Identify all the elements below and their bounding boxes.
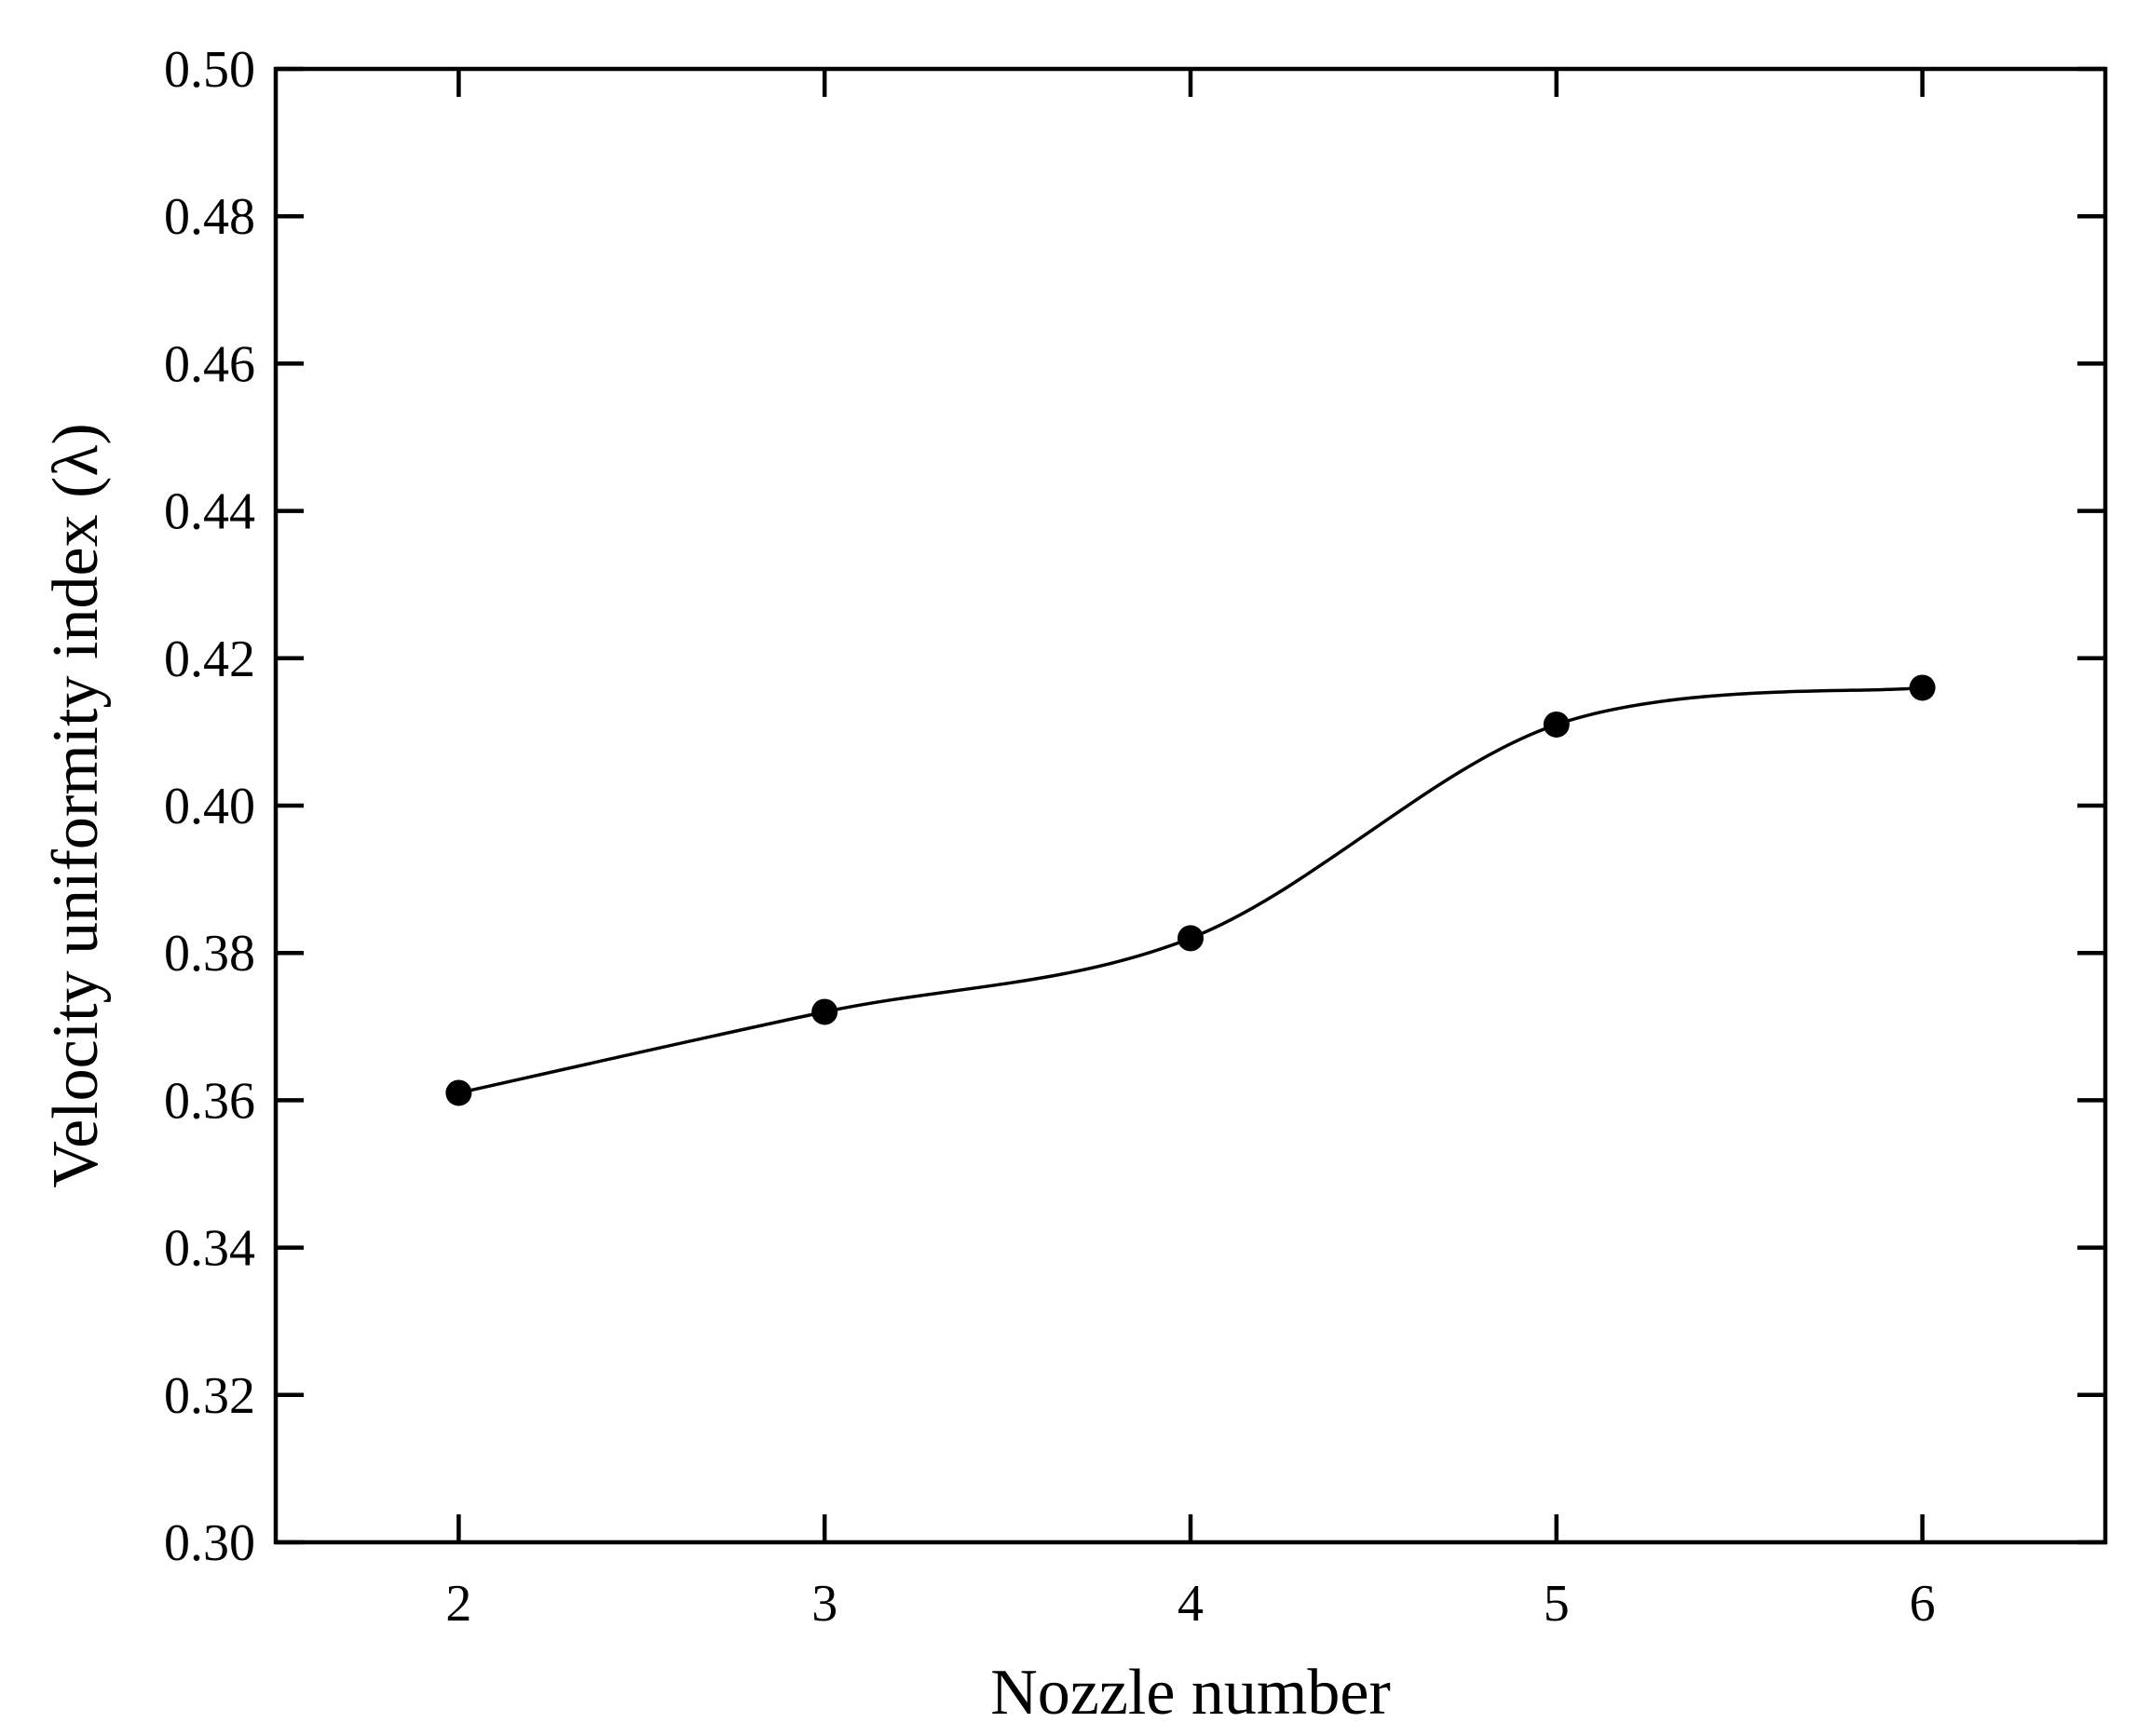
- x-axis-title: Nozzle number: [990, 1657, 1391, 1729]
- plot-frame: [273, 66, 2108, 1545]
- y-tick-label: 0.42: [164, 631, 255, 688]
- x-tick-label: 2: [445, 1575, 471, 1633]
- x-tick-label: 6: [1910, 1575, 1936, 1633]
- y-tick-label: 0.38: [164, 925, 255, 983]
- y-axis-title: Velocity uniformity index (λ): [40, 423, 112, 1187]
- y-ticks: 0.30 0.32 0.34 0.36 0.38 0.40 0.42 0.44 0.46 0.48…: [164, 41, 2105, 1572]
- data-point: [445, 1079, 472, 1106]
- y-tick-label: 0.48: [164, 188, 255, 246]
- data-point: [811, 998, 838, 1025]
- data-point: [1177, 925, 1204, 952]
- x-ticks: 2 3 4 5 6: [445, 69, 1936, 1633]
- y-tick-label: 0.32: [164, 1367, 255, 1425]
- x-tick-label: 3: [811, 1575, 837, 1633]
- y-tick-label: 0.40: [164, 778, 255, 835]
- data-point: [1909, 674, 1936, 701]
- y-tick-label: 0.50: [164, 41, 255, 99]
- series-line: [458, 685, 1923, 1095]
- y-tick-label: 0.44: [164, 483, 255, 541]
- y-tick-label: 0.30: [164, 1514, 255, 1572]
- x-tick-label: 4: [1177, 1575, 1204, 1633]
- y-tick-label: 0.46: [164, 335, 255, 393]
- y-tick-label: 0.36: [164, 1072, 255, 1130]
- data-point: [1543, 711, 1570, 738]
- x-tick-label: 5: [1544, 1575, 1570, 1633]
- y-tick-label: 0.34: [164, 1220, 255, 1278]
- data-points: [445, 674, 1936, 1106]
